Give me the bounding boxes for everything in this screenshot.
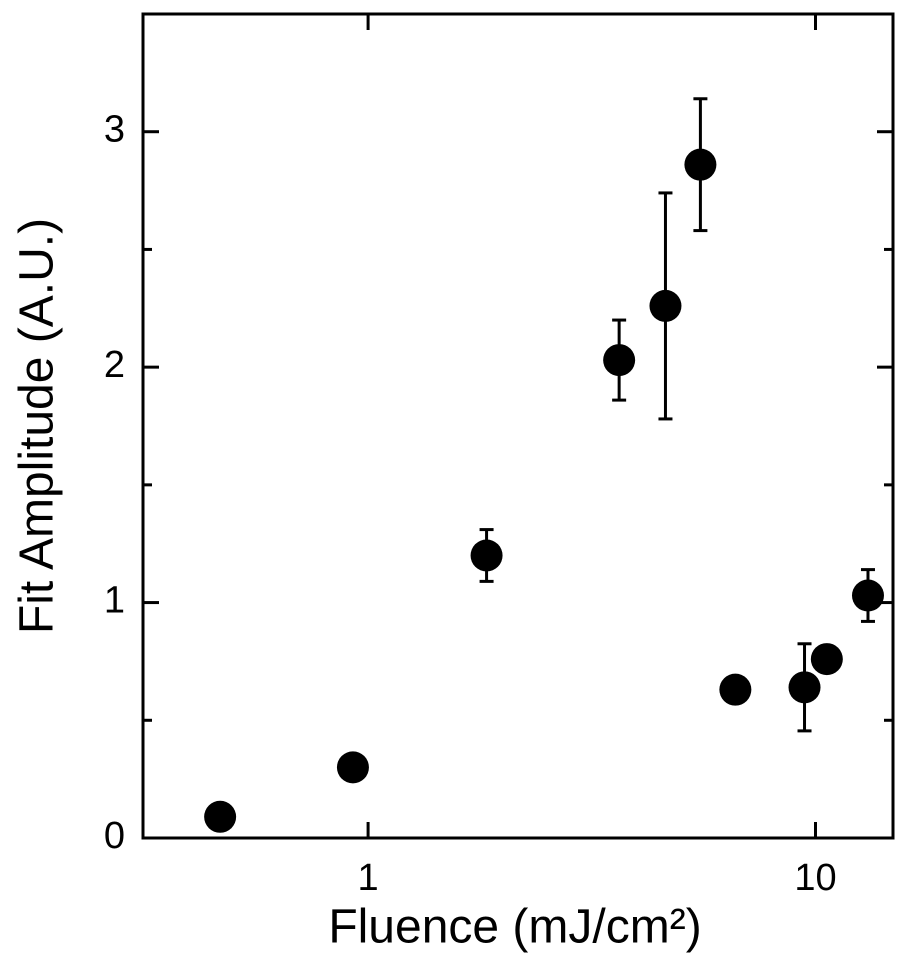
x-axis-label: Fluence (mJ/cm²) — [328, 901, 701, 954]
x-tick-label: 10 — [794, 857, 836, 899]
y-tick-label: 0 — [104, 815, 125, 857]
point — [851, 579, 884, 612]
point — [336, 751, 369, 784]
y-tick-label: 3 — [104, 109, 125, 151]
y-axis-label: Fit Amplitude (A.U.) — [11, 218, 64, 634]
point — [684, 148, 717, 181]
y-tick-label: 1 — [104, 580, 125, 622]
point — [649, 289, 682, 322]
point — [603, 344, 636, 377]
point — [810, 643, 843, 676]
plot-frame — [141, 12, 895, 840]
y-tick-label: 2 — [104, 344, 125, 386]
point — [788, 671, 821, 704]
point — [470, 539, 503, 572]
point — [204, 800, 237, 833]
x-tick-label: 1 — [358, 857, 379, 899]
point — [719, 673, 752, 706]
